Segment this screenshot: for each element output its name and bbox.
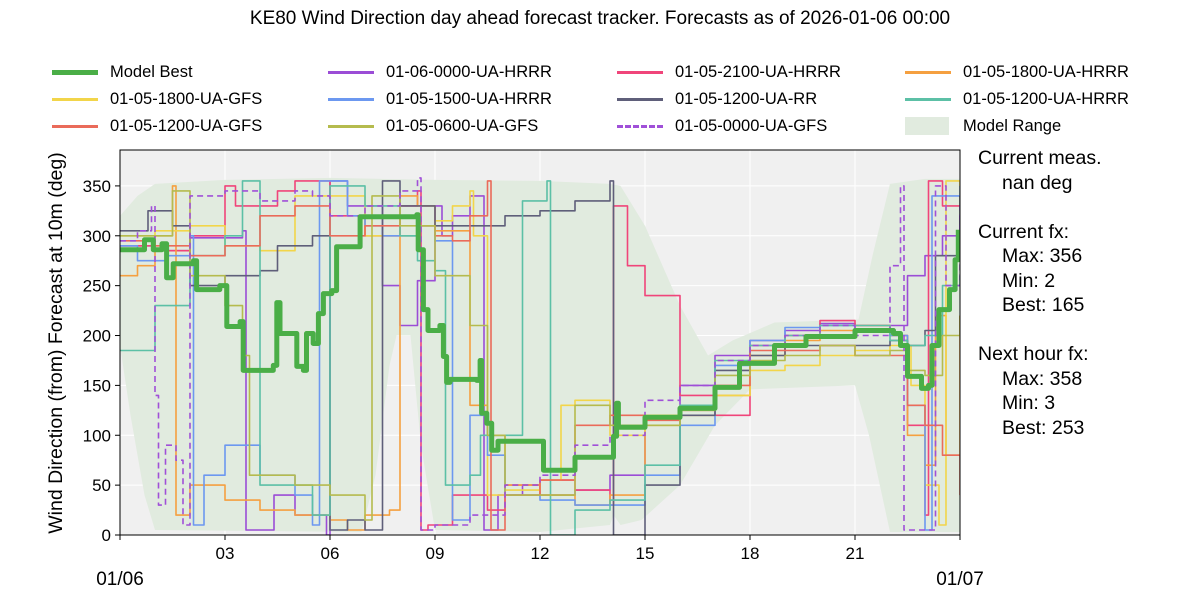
y-tick-label: 100 xyxy=(83,426,111,445)
next-fx-best: Best: 253 xyxy=(1002,416,1085,439)
y-tick-label: 200 xyxy=(83,327,111,346)
legend-swatch xyxy=(328,70,374,74)
y-tick-label: 50 xyxy=(92,476,111,495)
legend-label: Model Best xyxy=(110,62,193,81)
legend-entry: 01-05-0600-UA-GFS xyxy=(328,116,538,136)
status-panel: Current meas. nan deg Current fx: Max: 3… xyxy=(978,146,1102,440)
legend-swatch xyxy=(905,70,951,74)
legend-label: 01-05-1500-UA-HRRR xyxy=(386,89,552,108)
legend-entry: 01-05-1200-UA-GFS xyxy=(52,116,262,136)
legend-label: 01-05-1200-UA-HRRR xyxy=(963,89,1129,108)
forecast-line-01-05-0000-ua-gfs xyxy=(120,177,960,531)
legend-swatch xyxy=(617,124,663,128)
legend-label: 01-05-0000-UA-GFS xyxy=(675,116,828,135)
legend-entry: 01-05-1200-UA-HRRR xyxy=(905,89,1129,109)
legend-label: 01-05-1800-UA-GFS xyxy=(110,89,263,108)
y-tick-label: 0 xyxy=(102,526,111,545)
legend-swatch xyxy=(52,69,98,75)
x-tick-label: 06 xyxy=(321,544,340,563)
legend-entry: 01-05-1500-UA-HRRR xyxy=(328,89,552,109)
legend-entry: 01-05-1800-UA-GFS xyxy=(52,89,262,109)
y-tick-label: 250 xyxy=(83,277,111,296)
next-fx-max: Max: 358 xyxy=(1002,367,1083,390)
legend-entry: Model Range xyxy=(905,116,1061,136)
legend-swatch xyxy=(52,124,98,128)
x-tick-label: 03 xyxy=(216,544,235,563)
legend-swatch xyxy=(328,124,374,128)
current-fx-best: Best: 165 xyxy=(1002,294,1085,316)
current-fx-max: Max: 356 xyxy=(1002,245,1083,267)
x-date-label: 01/07 xyxy=(936,569,984,590)
legend-entry: 01-05-0000-UA-GFS xyxy=(617,116,827,136)
legend-label: 01-05-1200-UA-RR xyxy=(675,89,818,108)
legend-label: 01-05-1800-UA-HRRR xyxy=(963,62,1129,81)
legend-label: 01-05-1200-UA-GFS xyxy=(110,116,263,135)
x-tick-label: 09 xyxy=(426,544,445,563)
legend-label: 01-05-2100-UA-HRRR xyxy=(675,62,841,81)
legend-entry: 01-05-2100-UA-HRRR xyxy=(617,62,841,82)
legend-label: Model Range xyxy=(963,116,1062,135)
legend-entry: 01-06-0000-UA-HRRR xyxy=(328,62,552,82)
legend-swatch xyxy=(328,97,374,101)
next-fx-min: Min: 3 xyxy=(1002,392,1056,414)
legend-swatch xyxy=(905,97,951,101)
legend-swatch xyxy=(617,97,663,101)
legend-entry: 01-05-1200-UA-RR xyxy=(617,89,817,109)
forecast-line-01-05-0600-ua-gfs xyxy=(120,190,960,521)
legend-label: 01-05-0600-UA-GFS xyxy=(386,116,539,135)
current-meas-label: Current meas. xyxy=(978,147,1102,169)
x-date-label: 01/06 xyxy=(96,569,144,590)
y-axis-label: Wind Direction (from) Forecast at 10m (d… xyxy=(45,152,67,533)
x-tick-label: 12 xyxy=(531,544,550,563)
x-tick-label: 18 xyxy=(741,544,760,563)
y-tick-label: 150 xyxy=(83,376,111,395)
legend-label: 01-06-0000-UA-HRRR xyxy=(386,62,552,81)
legend-swatch xyxy=(52,97,98,101)
legend-entry: 01-05-1800-UA-HRRR xyxy=(905,62,1129,82)
y-tick-label: 350 xyxy=(83,177,111,196)
x-tick-label: 15 xyxy=(636,544,655,563)
x-tick-label: 21 xyxy=(846,544,865,563)
legend-swatch xyxy=(905,117,949,135)
current-fx-min: Min: 2 xyxy=(1002,269,1056,292)
y-tick-label: 300 xyxy=(83,227,111,246)
legend-swatch xyxy=(617,70,663,74)
chart-title: KE80 Wind Direction day ahead forecast t… xyxy=(249,8,951,29)
model-best-line xyxy=(120,212,960,473)
current-fx-label: Current fx: xyxy=(978,220,1070,243)
plot-content xyxy=(120,177,960,535)
current-meas-value: nan deg xyxy=(1002,171,1073,194)
next-fx-label: Next hour fx: xyxy=(978,343,1089,365)
legend-entry: Model Best xyxy=(52,62,193,82)
